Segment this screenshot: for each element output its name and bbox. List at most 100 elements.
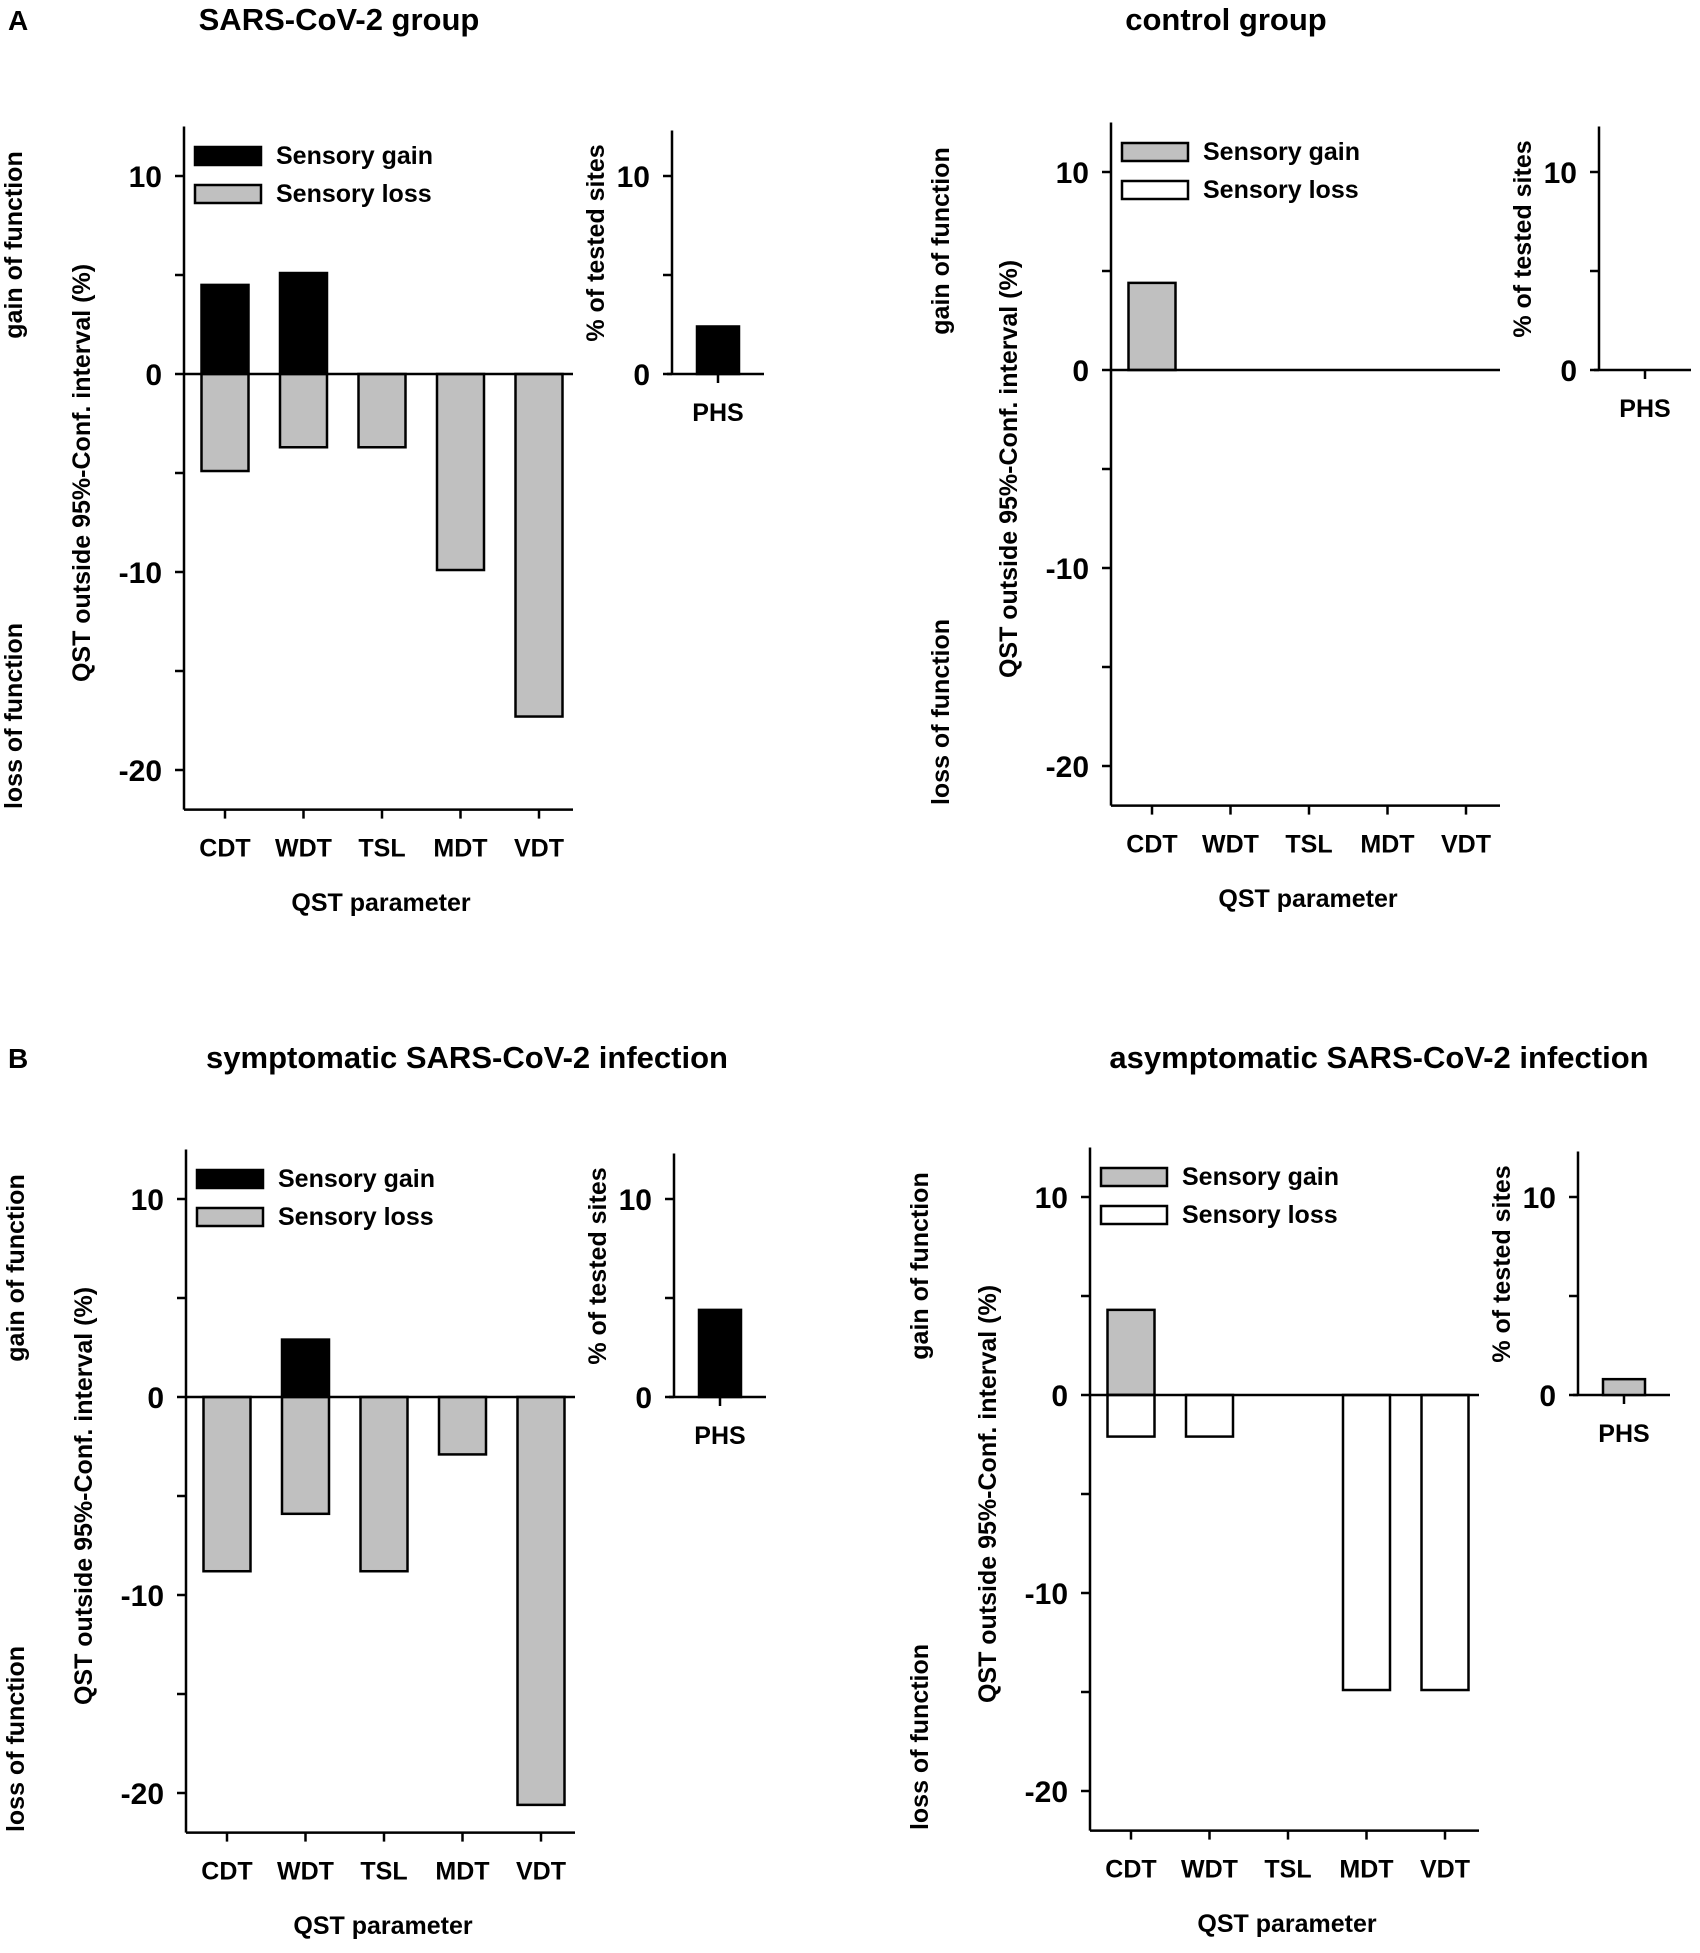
bar-sensory-loss-vdt [516, 1395, 566, 1807]
bar-phs [697, 1308, 743, 1399]
y-tick-label: 10 [1035, 1182, 1068, 1215]
inset-tick-label: 10 [1523, 1182, 1556, 1215]
panel-letter-b: B [8, 1043, 28, 1074]
panel-letter-a: A [8, 5, 28, 36]
inset-x-tick-label: PHS [1619, 395, 1670, 423]
side-label-loss: loss of function [906, 1644, 934, 1830]
bar-sensory-loss-wdt [278, 372, 329, 449]
side-label-loss: loss of function [927, 619, 955, 805]
x-tick-label: WDT [1202, 831, 1259, 859]
x-tick-label: MDT [1339, 1856, 1393, 1884]
inset-y-axis-title: % of tested sites [1488, 1165, 1516, 1362]
chart-title: asymptomatic SARS-CoV-2 infection [1109, 1040, 1648, 1075]
side-label-gain: gain of function [927, 147, 955, 334]
y-axis-title: QST outside 95%-Conf. interval (%) [995, 260, 1023, 678]
bar-sensory-loss-mdt [437, 1395, 488, 1456]
x-tick-label: CDT [201, 1858, 252, 1886]
bar-phs [695, 325, 741, 376]
legend-swatch [1120, 141, 1190, 163]
inset-tick-label: 10 [1544, 157, 1577, 190]
y-tick-label: 0 [145, 359, 162, 392]
legend-label: Sensory gain [1203, 138, 1360, 166]
y-tick-label: 0 [1072, 355, 1089, 388]
inset-y-axis-title: % of tested sites [582, 144, 610, 341]
x-axis-title: QST parameter [1218, 885, 1398, 913]
legend-label: Sensory loss [1182, 1201, 1338, 1229]
legend-label: Sensory gain [276, 142, 433, 170]
side-label-gain: gain of function [906, 1172, 934, 1359]
x-tick-label: MDT [435, 1858, 489, 1886]
chart-panel: gain of function loss of function QST outs… [906, 1147, 1670, 1938]
chart-title: SARS-CoV-2 group [199, 2, 480, 37]
bar-sensory-loss-vdt [514, 372, 564, 718]
inset-tick-label: 0 [633, 359, 650, 392]
bar-sensory-loss-wdt [1184, 1393, 1235, 1438]
y-tick-label: -10 [1025, 1578, 1068, 1611]
legend-swatch [1099, 1166, 1169, 1188]
bar-sensory-loss-wdt [280, 1395, 331, 1516]
bar-sensory-loss-cdt [200, 372, 250, 473]
chart-title: symptomatic SARS-CoV-2 infection [206, 1040, 728, 1075]
legend-swatch [1099, 1204, 1169, 1226]
y-axis-title: QST outside 95%-Conf. interval (%) [70, 1287, 98, 1705]
x-tick-label: TSL [360, 1858, 407, 1886]
x-tick-label: VDT [1420, 1856, 1470, 1884]
y-tick-label: 10 [129, 161, 162, 194]
x-tick-label: VDT [514, 835, 564, 863]
bar-sensory-gain-cdt [1127, 281, 1177, 372]
y-tick-label: 0 [147, 1382, 164, 1415]
chart-panel: gain of function loss of function QST outs… [927, 122, 1691, 913]
bar-sensory-loss-cdt [202, 1395, 252, 1573]
x-tick-label: CDT [1105, 1856, 1156, 1884]
legend-label: Sensory loss [278, 1203, 434, 1231]
x-tick-label: CDT [199, 835, 250, 863]
bar-sensory-loss-mdt [1341, 1393, 1392, 1692]
legend-label: Sensory gain [278, 1165, 435, 1193]
inset-tick-label: 0 [635, 1382, 652, 1415]
chart-panel: gain of function loss of function QST outs… [0, 126, 764, 917]
inset-tick-label: 0 [1539, 1380, 1556, 1413]
x-tick-label: WDT [277, 1858, 334, 1886]
inset-y-axis-title: % of tested sites [584, 1167, 612, 1364]
chart-panel: gain of function loss of function QST outs… [2, 1149, 766, 1940]
y-tick-label: -20 [119, 755, 162, 788]
x-tick-label: VDT [516, 1858, 566, 1886]
legend-swatch [195, 1206, 265, 1228]
bar-sensory-gain-cdt [200, 283, 250, 376]
bar-phs [1601, 1377, 1647, 1397]
legend-swatch [1120, 179, 1190, 201]
x-tick-label: TSL [358, 835, 405, 863]
bar-sensory-loss-cdt [1106, 1393, 1156, 1438]
inset-tick-label: 10 [617, 161, 650, 194]
bar-sensory-loss-tsl [359, 1395, 409, 1573]
bar-sensory-loss-mdt [435, 372, 486, 572]
y-tick-label: 10 [131, 1184, 164, 1217]
y-tick-label: -20 [1046, 751, 1089, 784]
bar-sensory-loss-vdt [1420, 1393, 1470, 1692]
inset-tick-label: 0 [1560, 355, 1577, 388]
side-label-loss: loss of function [2, 1646, 30, 1832]
y-tick-label: -20 [121, 1778, 164, 1811]
y-tick-label: 0 [1051, 1380, 1068, 1413]
legend-swatch [195, 1168, 265, 1190]
inset-x-tick-label: PHS [1598, 1420, 1649, 1448]
y-axis-title: QST outside 95%-Conf. interval (%) [974, 1285, 1002, 1703]
legend-label: Sensory gain [1182, 1163, 1339, 1191]
x-tick-label: TSL [1285, 831, 1332, 859]
y-tick-label: -10 [1046, 553, 1089, 586]
bar-sensory-gain-cdt [1106, 1308, 1156, 1397]
x-tick-label: TSL [1264, 1856, 1311, 1884]
side-label-gain: gain of function [0, 151, 28, 338]
legend-label: Sensory loss [276, 180, 432, 208]
bar-sensory-gain-wdt [278, 271, 329, 376]
chart-title: control group [1125, 2, 1326, 37]
side-label-gain: gain of function [2, 1174, 30, 1361]
x-axis-title: QST parameter [291, 889, 471, 917]
y-tick-label: -10 [121, 1580, 164, 1613]
inset-x-tick-label: PHS [692, 399, 743, 427]
x-tick-label: MDT [433, 835, 487, 863]
x-tick-label: MDT [1360, 831, 1414, 859]
x-axis-title: QST parameter [1197, 1910, 1377, 1938]
side-label-loss: loss of function [0, 623, 28, 809]
